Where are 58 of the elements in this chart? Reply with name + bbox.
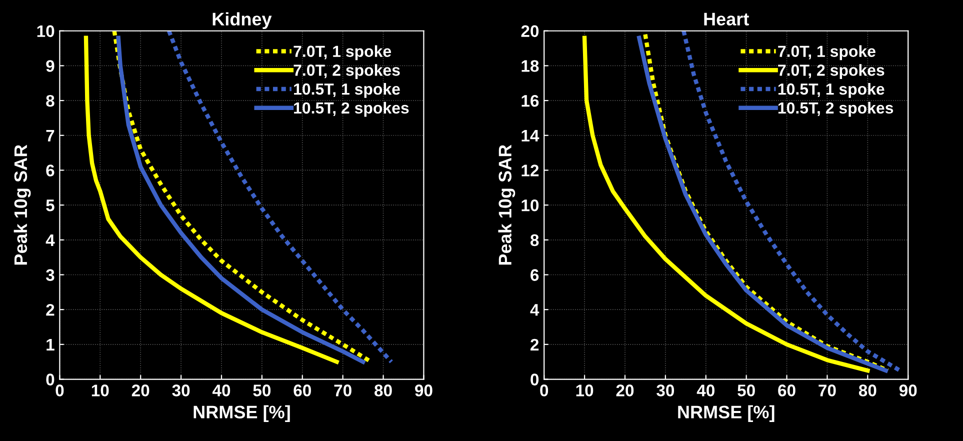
y-tick-label: 16 (522, 94, 539, 107)
line-series (682, 30, 902, 373)
x-tick-label: 30 (656, 384, 674, 396)
x-tick-label: 50 (738, 384, 755, 396)
x-tick-label: 0 (56, 384, 64, 396)
chart-title: Heart (704, 12, 749, 26)
y-tick-label: 0 (46, 374, 54, 386)
x-tick-label: 20 (132, 384, 150, 396)
y-tick-label: 6 (46, 164, 54, 176)
x-tick-label: 10 (576, 384, 594, 396)
x-tick-label: 40 (212, 384, 230, 396)
legend-label: 10.5T, 2 spokes (294, 102, 409, 117)
y-tick-label: 10 (522, 199, 539, 212)
legend-label: 10.5T, 1 spoke (778, 83, 884, 98)
y-tick-label: 7 (46, 130, 54, 142)
y-tick-label: 2 (530, 338, 539, 350)
x-tick-label: 40 (696, 384, 714, 396)
y-tick-label: 12 (522, 164, 539, 176)
y-tick-label: 8 (530, 234, 539, 246)
x-tick-label: 70 (818, 384, 836, 396)
x-axis-title: NRMSE [%] (678, 405, 774, 422)
legend-label: 10.5T, 2 spokes (778, 102, 894, 117)
x-tick-label: 80 (374, 384, 392, 396)
legend-label: 7.0T, 1 spoke (294, 45, 392, 60)
x-tick-label: 90 (415, 384, 432, 396)
chart-title: Kidney (212, 12, 272, 30)
y-tick-label: 6 (530, 269, 539, 281)
y-tick-label: 9 (46, 60, 54, 72)
y-tick-label: 8 (46, 94, 54, 107)
x-tick-label: 90 (899, 384, 917, 396)
y-tick-label: 10 (37, 25, 54, 38)
x-tick-label: 50 (253, 384, 271, 396)
legend-label: 7.0T, 2 spokes (778, 64, 884, 80)
y-tick-label: 14 (522, 130, 540, 142)
legend-label: 7.0T, 2 spokes (294, 64, 400, 80)
y-tick-label: 2 (46, 304, 54, 316)
legend-label: 10.5T, 1 spoke (294, 83, 400, 98)
x-tick-label: 20 (616, 384, 634, 396)
y-tick-label: 3 (46, 269, 54, 281)
x-tick-label: 70 (334, 384, 352, 396)
x-tick-label: 30 (172, 384, 190, 396)
y-tick-label: 4 (530, 304, 540, 316)
y-tick-label: 18 (522, 60, 539, 72)
y-tick-label: 1 (46, 338, 54, 350)
x-axis-title: NRMSE [%] (194, 405, 290, 422)
y-tick-label: 0 (530, 374, 539, 386)
y-axis-title: Peak 10g SAR (14, 144, 31, 265)
legend-label: 7.0T, 1 spoke (778, 45, 876, 60)
line-series (84, 36, 339, 364)
x-tick-label: 10 (92, 384, 109, 396)
x-tick-label: 0 (540, 384, 548, 396)
y-axis-title: Peak 10g SAR (498, 144, 516, 265)
x-tick-label: 80 (858, 384, 876, 396)
y-tick-label: 5 (46, 200, 54, 212)
x-tick-label: 60 (294, 384, 311, 396)
y-tick-label: 4 (46, 234, 55, 246)
x-tick-label: 60 (778, 384, 796, 396)
y-tick-label: 20 (521, 25, 539, 38)
